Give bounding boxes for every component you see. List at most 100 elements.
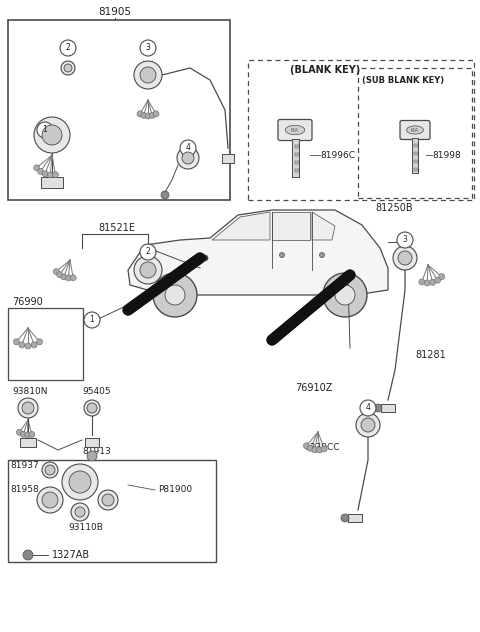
Circle shape xyxy=(22,402,34,414)
Circle shape xyxy=(42,462,58,478)
Text: 4: 4 xyxy=(186,143,191,152)
Polygon shape xyxy=(128,210,388,295)
Text: 3: 3 xyxy=(145,44,150,52)
Circle shape xyxy=(87,403,97,413)
Circle shape xyxy=(52,172,59,178)
Circle shape xyxy=(347,272,353,278)
Circle shape xyxy=(98,490,118,510)
Polygon shape xyxy=(312,212,335,240)
Circle shape xyxy=(321,446,327,452)
Polygon shape xyxy=(272,212,310,240)
Circle shape xyxy=(47,172,53,178)
Circle shape xyxy=(149,112,155,118)
Bar xyxy=(414,167,418,171)
Circle shape xyxy=(279,253,285,257)
Text: 93810N: 93810N xyxy=(12,387,48,396)
Circle shape xyxy=(202,255,208,261)
Circle shape xyxy=(317,447,323,453)
Circle shape xyxy=(42,171,48,177)
Circle shape xyxy=(23,550,33,560)
Text: 81281: 81281 xyxy=(415,350,446,360)
Text: 2: 2 xyxy=(145,248,150,257)
Bar xyxy=(8,460,216,562)
Circle shape xyxy=(140,244,156,260)
Circle shape xyxy=(24,432,31,438)
Text: 81937: 81937 xyxy=(10,461,39,470)
Text: 81996C: 81996C xyxy=(320,150,355,159)
Bar xyxy=(381,404,395,412)
Bar xyxy=(348,514,362,522)
Text: KIA: KIA xyxy=(411,128,419,133)
Circle shape xyxy=(397,232,413,248)
Text: 4: 4 xyxy=(366,403,371,413)
Circle shape xyxy=(145,113,151,119)
Circle shape xyxy=(153,273,197,317)
Circle shape xyxy=(303,443,310,449)
Ellipse shape xyxy=(285,125,305,135)
Text: 76910Z: 76910Z xyxy=(295,383,332,393)
Text: 81958: 81958 xyxy=(10,485,39,494)
Text: 1: 1 xyxy=(43,126,48,135)
Circle shape xyxy=(25,343,31,349)
Circle shape xyxy=(360,400,376,416)
Circle shape xyxy=(180,140,196,156)
Circle shape xyxy=(361,418,375,432)
Circle shape xyxy=(177,147,199,169)
Circle shape xyxy=(356,413,380,437)
Bar xyxy=(358,68,472,198)
Circle shape xyxy=(398,251,412,265)
FancyBboxPatch shape xyxy=(400,121,430,140)
Bar xyxy=(248,60,474,200)
Polygon shape xyxy=(212,212,270,240)
Circle shape xyxy=(37,168,44,174)
Circle shape xyxy=(341,514,349,522)
Circle shape xyxy=(37,122,53,138)
Circle shape xyxy=(37,487,63,513)
Circle shape xyxy=(42,125,62,145)
Circle shape xyxy=(71,503,89,521)
Circle shape xyxy=(19,342,25,348)
Circle shape xyxy=(84,312,100,328)
Circle shape xyxy=(323,273,367,317)
Circle shape xyxy=(16,429,23,435)
Circle shape xyxy=(141,112,147,118)
Circle shape xyxy=(42,492,58,508)
Text: 81521E: 81521E xyxy=(98,223,135,233)
Bar xyxy=(295,161,299,164)
Circle shape xyxy=(307,446,313,451)
Circle shape xyxy=(430,279,436,286)
Circle shape xyxy=(419,279,425,285)
Circle shape xyxy=(34,165,40,171)
Circle shape xyxy=(137,111,143,117)
Circle shape xyxy=(61,61,75,75)
Text: 1: 1 xyxy=(90,315,95,324)
Circle shape xyxy=(153,111,159,117)
Text: 1339CC: 1339CC xyxy=(305,444,340,453)
Bar xyxy=(291,138,299,176)
Text: 1327AB: 1327AB xyxy=(52,550,90,560)
Circle shape xyxy=(20,431,26,437)
Circle shape xyxy=(53,269,59,274)
Text: P81900: P81900 xyxy=(158,485,192,494)
Text: KIA: KIA xyxy=(291,128,299,133)
Circle shape xyxy=(45,465,55,475)
Circle shape xyxy=(134,256,162,284)
Text: 81905: 81905 xyxy=(98,7,132,17)
Ellipse shape xyxy=(407,126,423,134)
Bar xyxy=(295,145,299,147)
Circle shape xyxy=(335,285,355,305)
Circle shape xyxy=(424,280,430,286)
Bar xyxy=(412,138,418,173)
Circle shape xyxy=(31,342,37,348)
Circle shape xyxy=(312,447,318,453)
Bar xyxy=(295,152,299,155)
Circle shape xyxy=(140,67,156,83)
Circle shape xyxy=(62,464,98,500)
Text: 93110B: 93110B xyxy=(68,523,103,533)
Bar xyxy=(20,437,36,446)
Circle shape xyxy=(60,40,76,56)
Circle shape xyxy=(435,277,441,283)
Text: (BLANK KEY): (BLANK KEY) xyxy=(290,65,360,75)
Text: 3: 3 xyxy=(403,236,408,245)
Bar xyxy=(222,154,234,162)
